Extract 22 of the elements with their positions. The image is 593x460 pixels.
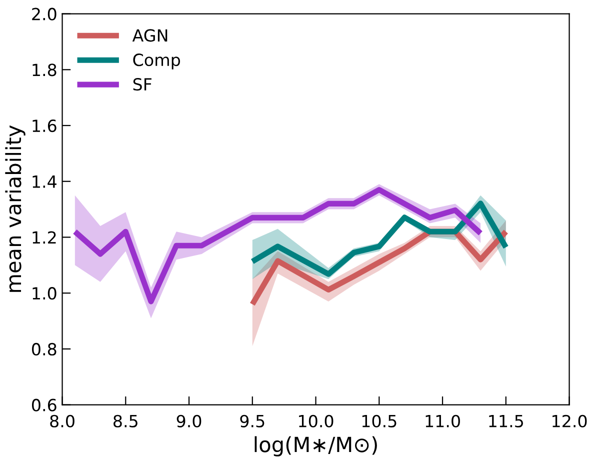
y-tick-label: 0.8: [32, 342, 56, 356]
x-tick-label: 10.5: [362, 414, 396, 428]
x-tick-label: 11.0: [426, 414, 460, 428]
y-axis-title: mean variability: [5, 125, 26, 292]
x-tick-label: 10.0: [299, 414, 334, 428]
x-axis-title: log(M∗/M⊙): [254, 436, 377, 456]
y-tick-label: 1.4: [32, 176, 56, 188]
x-tick-label: 11.5: [489, 415, 523, 428]
y-tick-label: 1.0: [32, 287, 56, 300]
x-tick-label: 9.5: [240, 414, 264, 428]
x-tick-label: 9.0: [176, 414, 202, 428]
x-tick-label: 8.0: [50, 414, 74, 428]
y-tick-label: 1.6: [32, 119, 56, 132]
y-tick-label: 0.6: [32, 398, 56, 412]
y-tick-label: 1.8: [32, 64, 56, 76]
legend-label: AGN: [132, 29, 168, 42]
x-tick-label: 8.5: [114, 414, 138, 428]
y-tick-label: 2.0: [32, 8, 56, 20]
legend-label: Comp: [133, 54, 180, 70]
y-tick-label: 1.2: [32, 231, 56, 244]
legend-label: SF: [133, 78, 152, 91]
x-tick-label: 12.0: [552, 414, 587, 428]
